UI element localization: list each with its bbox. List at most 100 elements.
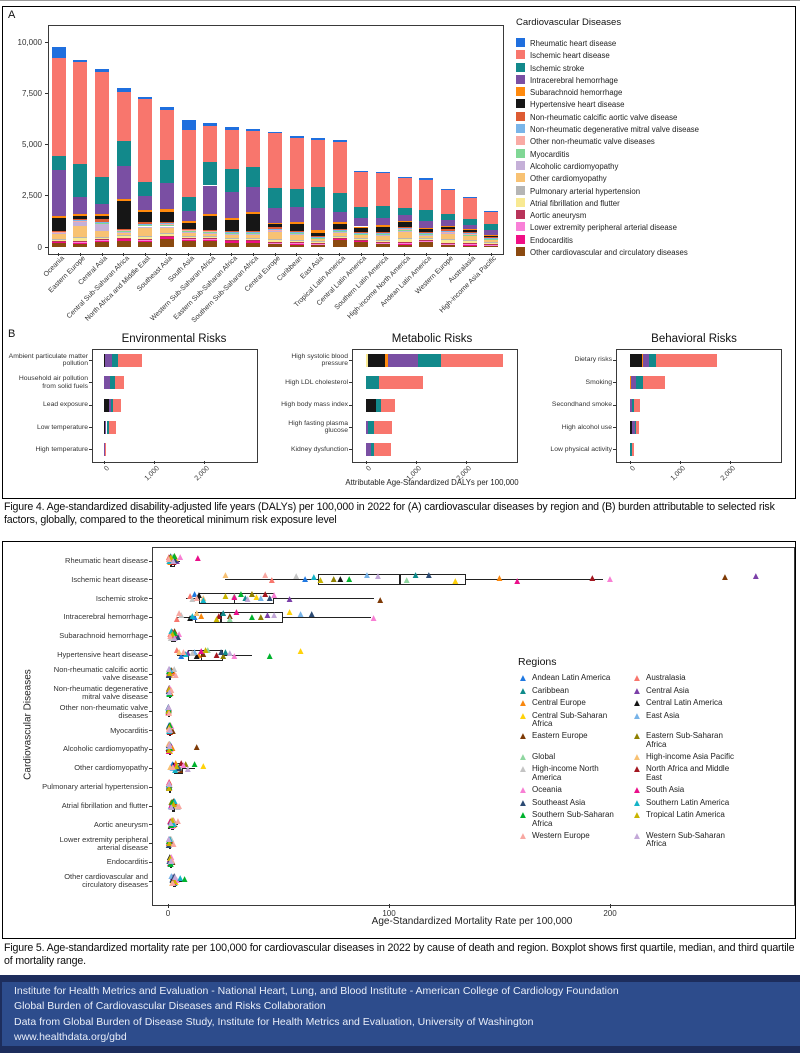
bar-segment — [368, 353, 385, 367]
disease-row-label: Subarachnoid hemorrhage — [59, 631, 148, 641]
legend-label: Subarachnoid hemorrhage — [530, 88, 623, 98]
bar-segment — [484, 245, 499, 246]
cvd-legend-items: Rheumatic heart disease Ischemic heart di… — [516, 33, 794, 258]
y-tick-label: 5,000 — [21, 140, 42, 149]
bar-segment — [397, 238, 412, 242]
data-point-triangle: ▲ — [170, 872, 181, 884]
data-point-triangle: ▲ — [164, 780, 175, 792]
bar-segment — [484, 229, 499, 235]
region-legend-label: Southeast Asia — [532, 797, 586, 807]
bar-segment — [289, 244, 304, 247]
regions-legend-item: ▲ Central Latin America — [632, 698, 742, 708]
data-point-triangle: ▲ — [163, 704, 174, 716]
bar-segment — [440, 233, 455, 239]
data-point-triangle: ▲ — [315, 575, 326, 587]
bar-segment — [51, 243, 66, 247]
bar-segment — [311, 235, 326, 237]
data-point-triangle: ▲ — [220, 646, 231, 658]
bar-segment — [116, 237, 131, 239]
data-point-triangle: ▲ — [168, 819, 179, 831]
data-point-triangle: ▲ — [163, 703, 174, 715]
bar-segment — [462, 233, 477, 234]
bar-segment — [224, 127, 239, 131]
region-legend-label: Central Europe — [532, 698, 586, 707]
data-point-triangle: ▲ — [179, 874, 190, 886]
bar-segment — [366, 376, 379, 390]
disease-row-label: Hypertensive heart disease — [57, 650, 148, 660]
data-point-triangle: ▲ — [211, 649, 222, 661]
bar-segment — [159, 183, 174, 210]
bar-segment — [311, 232, 326, 236]
bar-segment — [380, 398, 395, 412]
bar-segment — [116, 236, 131, 238]
bar-segment — [73, 221, 88, 226]
data-point-triangle: ▲ — [167, 665, 178, 677]
legend-label: Other cardiovascular and circulatory dis… — [530, 248, 688, 258]
median-line — [168, 744, 170, 755]
bar-segment — [419, 235, 434, 239]
bar-segment — [440, 239, 455, 243]
bar-segment — [73, 213, 88, 217]
data-point-triangle: ▲ — [167, 799, 178, 811]
region-triangle-marker: ▲ — [518, 785, 528, 797]
disease-row-label: Ischemic stroke — [95, 593, 148, 603]
x-tick-mark — [447, 253, 449, 256]
cvd-legend-item: Pulmonary arterial hypertension — [516, 181, 794, 196]
bar-segment — [388, 353, 418, 367]
data-point-triangle: ▲ — [260, 569, 271, 581]
data-point-triangle: ▲ — [750, 571, 761, 583]
median-line — [173, 875, 175, 887]
bar-segment — [634, 420, 637, 434]
bar-segment — [311, 244, 326, 247]
bar-segment — [203, 214, 218, 217]
bar-segment — [110, 398, 113, 412]
bar-segment — [203, 161, 218, 186]
data-point-triangle: ▲ — [164, 837, 175, 849]
bar-segment — [289, 206, 304, 222]
panel-a-label: A — [8, 9, 16, 21]
data-point-triangle: ▲ — [375, 594, 386, 606]
y-tick-mark — [45, 144, 48, 145]
y-tick-mark — [149, 673, 152, 675]
data-point-triangle: ▲ — [164, 724, 175, 736]
data-point-triangle: ▲ — [164, 744, 175, 756]
data-point-triangle: ▲ — [164, 722, 175, 734]
bar-segment — [51, 233, 66, 235]
bar-segment — [289, 242, 304, 244]
bar-segment — [95, 240, 110, 241]
data-point-triangle: ▲ — [198, 592, 209, 604]
data-point-triangle: ▲ — [164, 743, 175, 755]
data-point-triangle: ▲ — [164, 726, 175, 738]
data-point-triangle: ▲ — [164, 555, 175, 567]
data-point-triangle: ▲ — [410, 569, 421, 581]
data-point-triangle: ▲ — [165, 853, 176, 865]
data-point-triangle: ▲ — [164, 855, 175, 867]
y-tick-mark — [149, 843, 152, 845]
bar-segment — [104, 398, 110, 412]
data-point-triangle: ▲ — [163, 685, 174, 697]
bar-segment — [95, 216, 110, 220]
median-line — [168, 687, 170, 699]
bar-segment — [73, 241, 88, 243]
x-tick-label-anchor: 2,000 — [428, 465, 473, 482]
data-point-triangle: ▲ — [167, 798, 178, 810]
regions-legend-item: ▲ Caribbean — [518, 686, 628, 696]
bar-segment — [289, 137, 304, 190]
x-tick-mark — [317, 253, 319, 256]
data-point-triangle: ▲ — [163, 704, 174, 716]
bar-segment — [368, 420, 375, 434]
bar-segment — [138, 224, 153, 226]
risk-row-label: High LDL cholesterol — [285, 378, 348, 386]
data-point-triangle: ▲ — [169, 818, 180, 830]
x-tick-mark — [58, 253, 60, 256]
data-point-triangle: ▲ — [163, 723, 174, 735]
bar-segment — [366, 353, 369, 367]
data-point-triangle: ▲ — [164, 686, 175, 698]
bar-segment — [116, 235, 131, 237]
y-tick-mark — [149, 824, 152, 826]
median-line — [170, 555, 173, 567]
panel-b-label: B — [8, 328, 16, 340]
data-point-triangle: ▲ — [164, 688, 175, 700]
data-point-triangle: ▲ — [168, 818, 179, 830]
region-triangle-marker: ▲ — [518, 797, 528, 809]
